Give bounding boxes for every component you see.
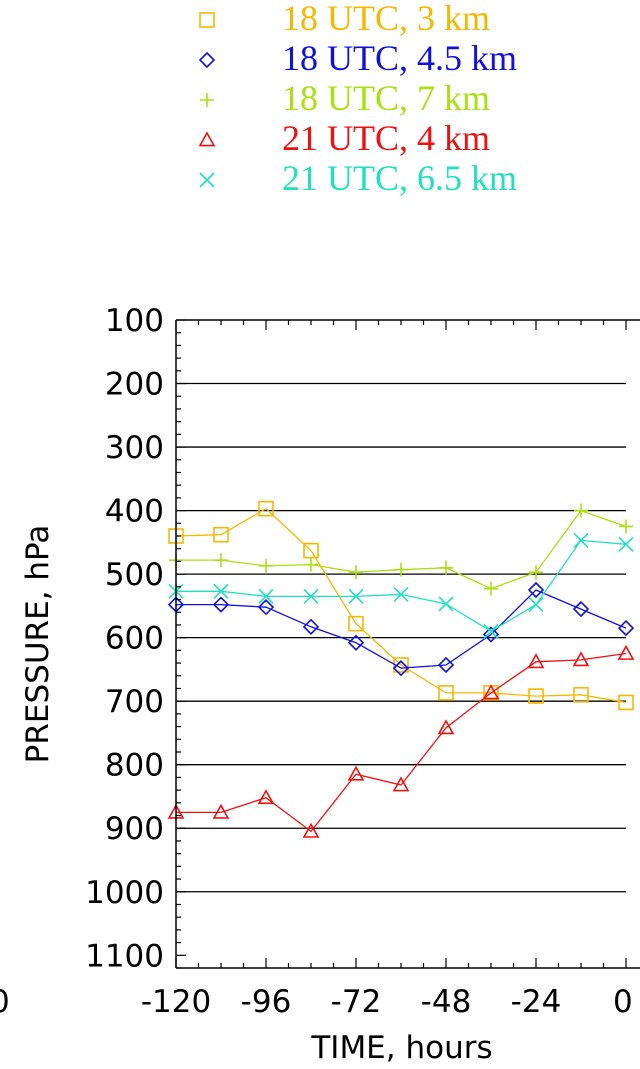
data-point <box>392 776 410 792</box>
y-tick-label: 1100 <box>85 938 164 974</box>
data-point <box>302 618 320 635</box>
legend-marker <box>198 131 216 147</box>
data-point <box>349 565 363 580</box>
series-line <box>176 652 627 833</box>
data-point <box>212 803 230 819</box>
data-point <box>527 653 545 669</box>
series <box>168 532 634 639</box>
legend-marker <box>199 12 215 28</box>
y-tick-label: 1000 <box>85 875 164 911</box>
series-line <box>176 539 627 633</box>
data-point <box>439 560 453 575</box>
data-point <box>257 599 275 616</box>
data-point <box>258 500 274 517</box>
y-tick-label: 500 <box>105 557 164 593</box>
y-tick-label: 300 <box>105 430 164 466</box>
y-tick-label: 200 <box>105 367 164 403</box>
series-line <box>175 507 627 704</box>
clipped-tick-label: 0 <box>0 984 10 1020</box>
data-point <box>528 688 544 704</box>
data-point <box>214 553 228 568</box>
data-point <box>303 588 319 604</box>
data-point <box>619 519 633 534</box>
data-point <box>347 634 365 651</box>
data-point <box>259 558 273 573</box>
legend-label: 18 UTC, 4.5 km <box>282 38 517 78</box>
data-point <box>393 657 409 673</box>
data-point <box>618 536 634 552</box>
data-point <box>574 503 588 518</box>
data-point <box>213 526 229 543</box>
y-tick-label: 100 <box>105 303 164 339</box>
data-point <box>482 626 500 643</box>
data-point <box>573 532 589 549</box>
data-point <box>572 651 590 667</box>
data-point <box>392 660 410 677</box>
y-tick-label: 700 <box>105 684 164 720</box>
series <box>167 644 635 838</box>
legend-marker <box>199 172 215 188</box>
data-point <box>483 623 499 639</box>
x-tick-label: -120 <box>141 984 211 1020</box>
data-point <box>348 588 364 604</box>
series-line <box>176 589 627 669</box>
data-point <box>572 600 590 618</box>
x-tick-label: -96 <box>241 984 292 1020</box>
data-point <box>258 588 274 604</box>
legend-marker <box>200 93 214 107</box>
legend-entry: 18 UTC, 7 km <box>200 78 490 118</box>
data-point <box>302 822 320 838</box>
data-point <box>484 581 498 596</box>
x-tick-label: -24 <box>511 984 562 1020</box>
grid-lines <box>176 382 626 893</box>
legend-entry: 18 UTC, 3 km <box>199 0 490 38</box>
data-point <box>438 596 454 612</box>
data-point <box>617 644 635 660</box>
data-point <box>617 619 635 637</box>
series-layer <box>167 500 635 838</box>
data-point <box>394 562 408 577</box>
y-tick-label: 400 <box>105 494 164 530</box>
data-point <box>573 687 589 703</box>
axis-labels: 10020030040050060070080090010001100-120-… <box>0 303 633 1066</box>
legend-label: 21 UTC, 6.5 km <box>282 158 517 198</box>
data-point <box>347 765 365 781</box>
legend-entry: 18 UTC, 4.5 km <box>198 38 517 78</box>
y-axis-title: PRESSURE, hPa <box>20 525 56 764</box>
series <box>169 503 633 596</box>
legend-label: 18 UTC, 7 km <box>282 78 490 118</box>
data-point <box>213 583 229 599</box>
data-point <box>393 586 409 603</box>
data-point <box>348 615 364 632</box>
axes <box>175 319 640 969</box>
legend-marker <box>198 51 216 69</box>
x-tick-label: -48 <box>421 984 472 1020</box>
y-tick-label: 600 <box>105 621 164 657</box>
legend-entry: 21 UTC, 6.5 km <box>199 158 517 198</box>
legend-entry: 21 UTC, 4 km <box>198 118 490 158</box>
x-tick-label: 0 <box>613 984 633 1020</box>
data-point <box>529 565 543 580</box>
data-point <box>437 719 455 735</box>
data-point <box>438 685 454 701</box>
x-axis-title: TIME, hours <box>310 1030 492 1066</box>
data-point <box>528 597 544 613</box>
data-point <box>482 684 500 700</box>
data-point <box>527 581 545 599</box>
data-point <box>257 789 275 805</box>
data-point <box>437 656 455 674</box>
series <box>167 581 635 677</box>
data-point <box>212 596 230 613</box>
data-point <box>618 694 634 711</box>
y-tick-label: 900 <box>105 811 164 847</box>
legend-label: 18 UTC, 3 km <box>282 0 490 38</box>
y-tick-label: 800 <box>105 748 164 784</box>
data-point <box>304 557 318 572</box>
legend-label: 21 UTC, 4 km <box>282 118 490 158</box>
x-tick-label: -72 <box>331 984 382 1020</box>
